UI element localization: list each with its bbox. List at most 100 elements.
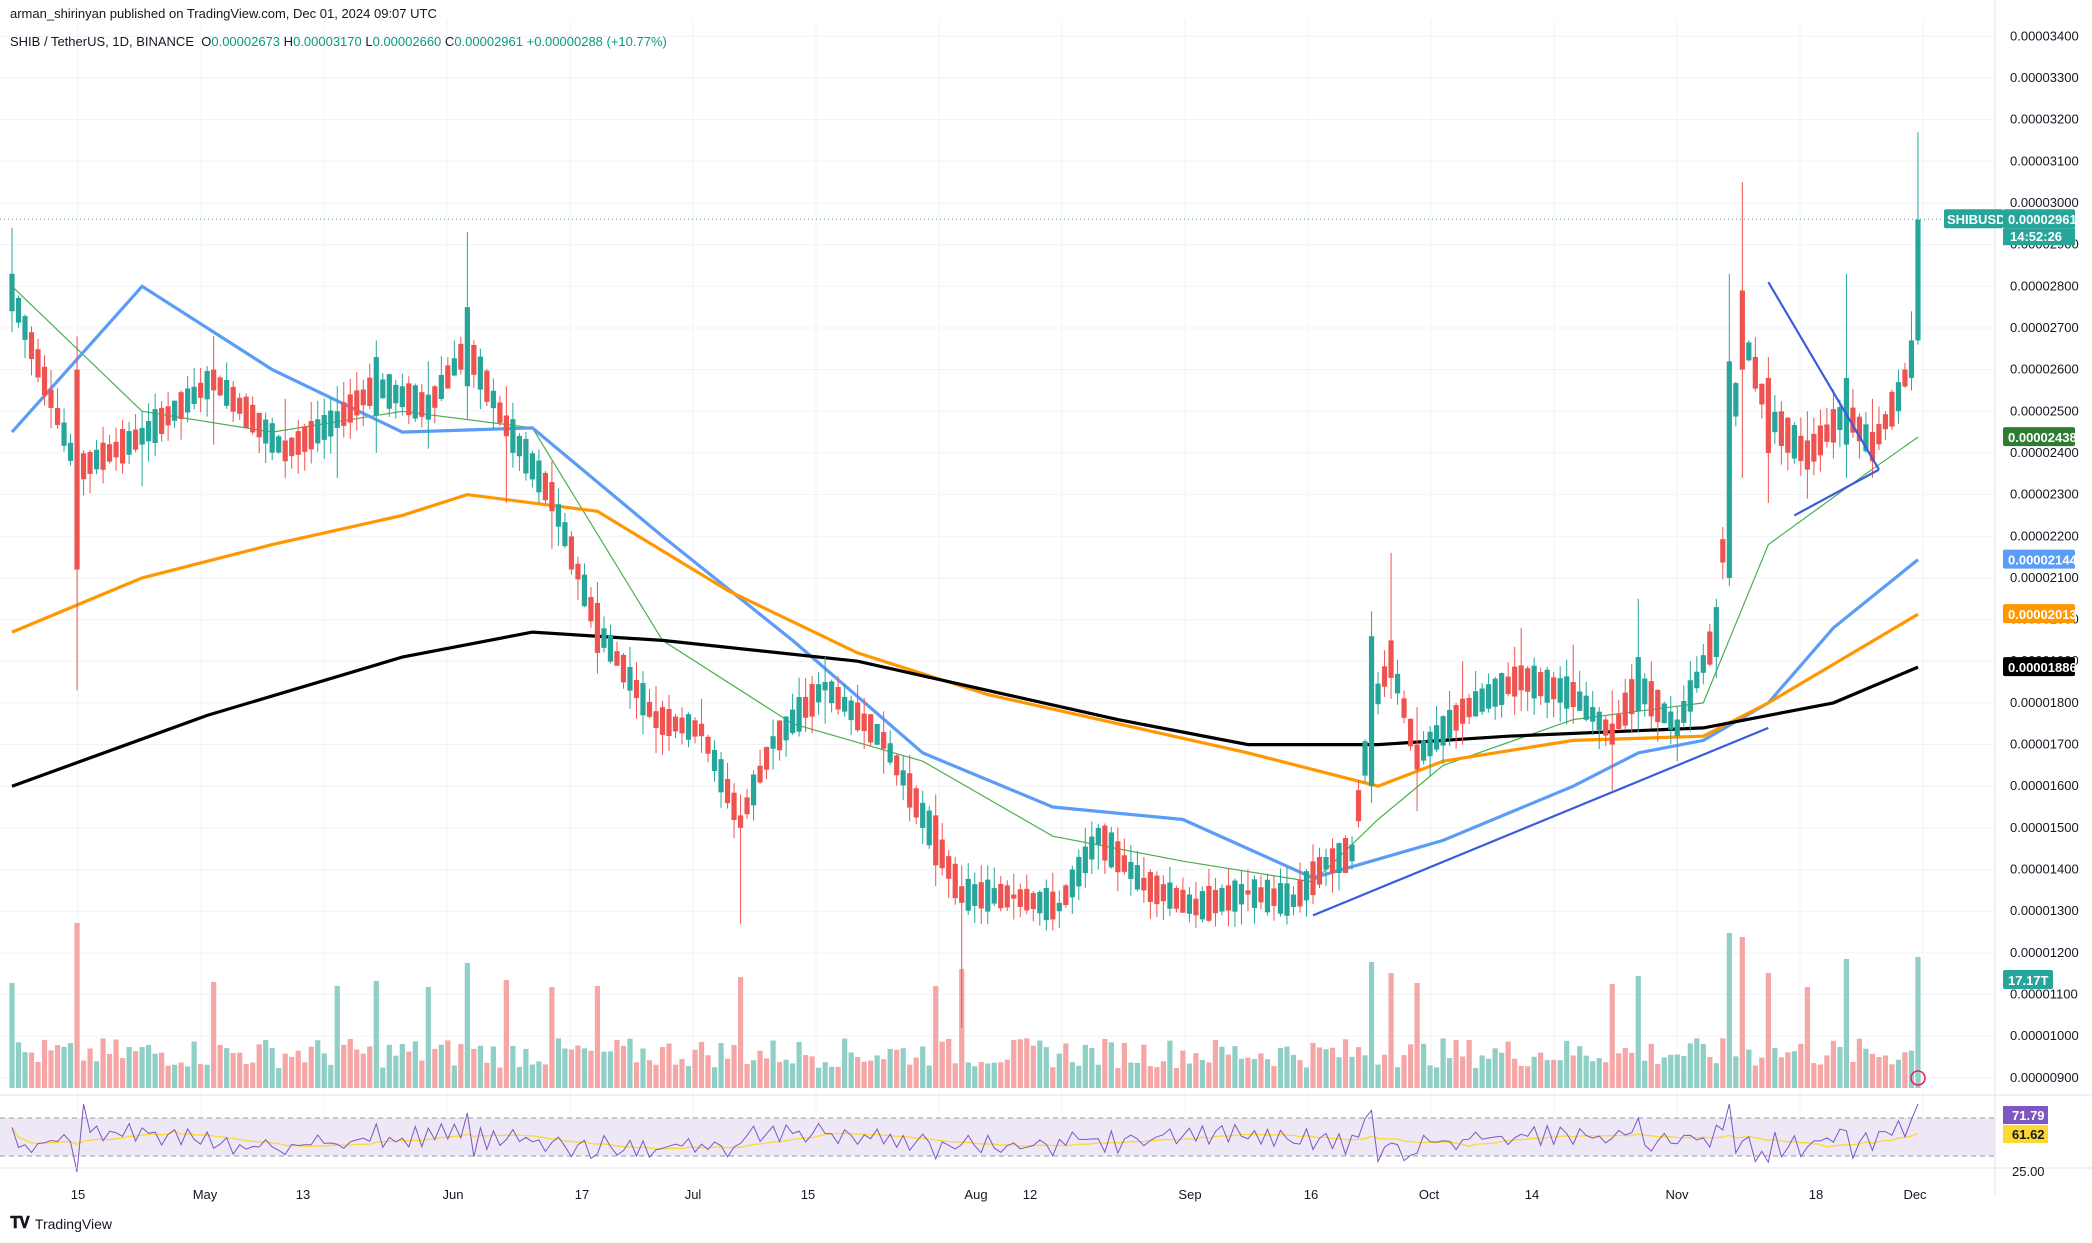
- candle-body: [1499, 673, 1505, 705]
- candle-body: [653, 711, 659, 728]
- candle-body: [432, 386, 438, 408]
- rsi-badge-bg: [2003, 1106, 2048, 1124]
- candle-body: [816, 684, 822, 703]
- candle-body: [1349, 844, 1355, 862]
- volume-bar: [1759, 1057, 1765, 1088]
- volume-bar: [1349, 1056, 1355, 1088]
- volume-bar: [393, 1055, 399, 1088]
- candle-body: [191, 386, 197, 404]
- volume-bar: [536, 1061, 542, 1088]
- candle-body: [93, 449, 100, 470]
- candle-body: [1590, 707, 1596, 722]
- candle-body: [1141, 877, 1147, 891]
- candle-body: [334, 411, 340, 428]
- volume-bar: [217, 1044, 223, 1088]
- volume-bar: [172, 1064, 178, 1088]
- volume-bar: [1824, 1055, 1830, 1088]
- price-tick-label: 0.00001200: [2010, 945, 2079, 960]
- candle-body: [1557, 678, 1563, 703]
- volume-bar: [1056, 1053, 1062, 1088]
- candle-body: [1089, 836, 1095, 860]
- time-tick-label: Jul: [685, 1187, 702, 1202]
- candle-body: [165, 406, 171, 426]
- volume-bar: [555, 1038, 562, 1088]
- candle-body: [1342, 838, 1349, 873]
- trendline: [1312, 726, 1769, 917]
- candle-body: [1043, 888, 1049, 921]
- candle-body: [627, 667, 633, 691]
- volume-bar: [399, 1044, 405, 1088]
- volume-bar: [354, 1049, 360, 1088]
- volume-bar: [1355, 1047, 1362, 1088]
- volume-bar: [360, 1053, 366, 1088]
- price-tick-label: 0.00002300: [2010, 487, 2079, 502]
- price-tick-label: 0.00002500: [2010, 403, 2079, 418]
- volume-bar: [1095, 1064, 1101, 1088]
- candle-body: [1433, 725, 1440, 750]
- publisher-line: arman_shirinyan published on TradingView…: [10, 6, 437, 21]
- candle-body: [503, 415, 509, 437]
- candle-body: [1668, 711, 1674, 730]
- candle-body: [269, 423, 275, 453]
- volume-bar: [1271, 1066, 1277, 1088]
- volume-bar: [1342, 1039, 1349, 1088]
- volume-bar: [93, 1061, 100, 1088]
- candle-body: [568, 536, 575, 570]
- candle-body: [41, 366, 48, 396]
- volume-bar: [165, 1065, 171, 1088]
- volume-bar: [1180, 1050, 1186, 1088]
- candle-body: [100, 442, 106, 470]
- close-label: C: [444, 34, 455, 49]
- volume-bar: [653, 1064, 659, 1088]
- candle-body: [939, 839, 945, 869]
- time-tick-label: Aug: [964, 1187, 987, 1202]
- candle-body: [243, 396, 249, 428]
- volume-bar: [1238, 1058, 1245, 1088]
- candle-body: [1551, 677, 1557, 700]
- volume-bar: [1804, 987, 1810, 1088]
- candle-body: [315, 419, 321, 444]
- price-tick-label: 0.00003200: [2010, 112, 2079, 127]
- candle-body: [1525, 668, 1531, 692]
- candle-body: [829, 681, 835, 704]
- price-axis: 0.00003400 0.00003300 0.00003200 0.00003100…: [2010, 28, 2079, 1085]
- candle-body: [744, 797, 750, 815]
- ma-badge-bg: [2003, 427, 2075, 447]
- volume-bar: [100, 1038, 106, 1088]
- volume-bar: [913, 1057, 919, 1088]
- candle-body: [549, 482, 555, 512]
- time-tick-label: 15: [71, 1187, 85, 1202]
- candle-body: [1863, 424, 1869, 452]
- candle-body: [965, 878, 971, 911]
- candle-body: [536, 460, 542, 493]
- volume-bar: [1869, 1053, 1876, 1088]
- ma-badge: 0.00002438: [2008, 430, 2077, 445]
- candle-body: [380, 379, 386, 399]
- volume-bar: [1401, 1055, 1407, 1088]
- candle-body: [946, 856, 952, 879]
- moving-average-line: [11, 285, 1919, 883]
- candle-body: [198, 382, 204, 398]
- volume-bar: [250, 1062, 256, 1088]
- volume-bar: [711, 1067, 718, 1088]
- candle-body: [1512, 666, 1518, 697]
- volume-bar: [80, 1060, 87, 1088]
- volume-bar: [763, 1058, 770, 1088]
- volume-bar: [204, 1064, 210, 1088]
- volume-bar: [1303, 1067, 1310, 1088]
- volume-bar: [1193, 1053, 1199, 1088]
- moving-averages: [10, 284, 1920, 883]
- volume-bar: [965, 1062, 971, 1088]
- volume-bar: [1414, 983, 1420, 1088]
- volume-bar: [1420, 1043, 1427, 1088]
- candle-body: [1694, 671, 1700, 689]
- volume-bar: [328, 1064, 334, 1088]
- volume-bar: [1089, 1048, 1095, 1088]
- candle-body: [705, 736, 711, 754]
- time-axis: 15 May 13 Jun 17 Jul 15 Aug 12 Sep 16 Oct 14 Nov 18 Dec: [71, 1187, 1927, 1202]
- candle-body: [113, 441, 119, 458]
- volume-bar: [35, 1061, 41, 1088]
- volume-bar: [1336, 1057, 1342, 1088]
- volume-bar: [1225, 1054, 1232, 1088]
